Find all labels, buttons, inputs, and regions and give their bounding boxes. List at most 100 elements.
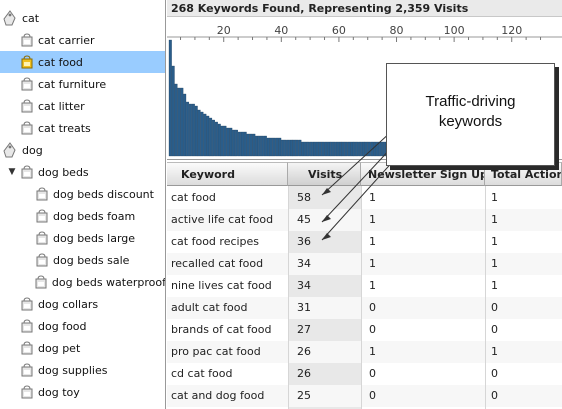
tree-item-dog-beds-sale[interactable]: dog beds sale: [0, 249, 165, 271]
chart-bar: [292, 139, 296, 157]
total-action-cell: 1: [491, 257, 498, 270]
keyword-cell: nine lives cat food: [171, 279, 272, 292]
tree-item-dog-supplies[interactable]: dog supplies: [0, 359, 165, 381]
chart-bar: [318, 141, 322, 157]
column-header-visits[interactable]: Visits: [288, 162, 361, 186]
keyword-cell: recalled cat food: [171, 257, 264, 270]
table-row[interactable]: pro pac cat food 26 1 1: [167, 341, 562, 363]
keyword-cell: cd cat food: [171, 367, 233, 380]
tag-icon: [3, 10, 17, 26]
tree-item-label: cat carrier: [38, 33, 95, 47]
chart-bar: [344, 141, 348, 157]
tree-item-cat-treats[interactable]: cat treats: [0, 117, 165, 139]
tree-item-dog-beds-discount[interactable]: dog beds discount: [0, 183, 165, 205]
keyword-cell: pro pac cat food: [171, 345, 261, 358]
keyword-cell: cat food recipes: [171, 235, 260, 248]
tree-item-dog-food[interactable]: dog food: [0, 315, 165, 337]
chart-bar: [347, 141, 351, 157]
table-row[interactable]: recalled cat food 34 1 1: [167, 253, 562, 275]
shopping-bag-icon: [21, 165, 33, 179]
visits-cell: 34: [297, 279, 311, 292]
chart-bar: [373, 141, 377, 157]
table-row[interactable]: nine lives cat food 34 1 1: [167, 275, 562, 297]
table-row[interactable]: cat and dog food 25 0 0: [167, 385, 562, 407]
chart-bar: [358, 141, 362, 157]
shopping-bag-icon: [21, 363, 33, 377]
tree-item-dog-beds-foam[interactable]: dog beds foam: [0, 205, 165, 227]
chart-bar: [252, 133, 256, 157]
chart-bar: [341, 141, 345, 157]
tree-item-label: dog supplies: [38, 363, 108, 377]
chart-bar: [212, 119, 215, 157]
total-action-cell: 0: [491, 389, 498, 402]
table-row[interactable]: adult cat food 31 0 0: [167, 297, 562, 319]
traffic-driving-callout: Traffic-driving keywords: [386, 63, 555, 166]
tree-item-label: cat food: [38, 55, 83, 69]
shopping-bag-selected-icon: [21, 55, 33, 69]
visits-cell: 36: [297, 235, 311, 248]
chart-bar: [275, 137, 279, 157]
chart-bar: [180, 87, 184, 157]
chart-bar: [197, 109, 201, 157]
chart-bar: [246, 133, 250, 157]
chart-bar: [226, 127, 230, 157]
tree-item-cat-carrier[interactable]: cat carrier: [0, 29, 165, 51]
chart-bar: [333, 141, 336, 157]
total-action-cell: 1: [491, 213, 498, 226]
keyword-summary: 268 Keywords Found, Representing 2,359 V…: [167, 0, 562, 17]
table-row[interactable]: cat food 58 1 1: [167, 187, 562, 209]
shopping-bag-icon: [21, 33, 33, 47]
tree-item-dog-beds-waterproof[interactable]: dog beds waterproof: [0, 271, 165, 293]
chart-bar: [286, 139, 290, 157]
tree-item-label: dog beds sale: [53, 253, 130, 267]
chart-bar: [194, 105, 198, 157]
tree-item-cat-litter[interactable]: cat litter: [0, 95, 165, 117]
total-action-cell: 0: [491, 323, 498, 336]
tree-item-cat-furniture[interactable]: cat furniture: [0, 73, 165, 95]
table-row[interactable]: cat food recipes 36 1 1: [167, 231, 562, 253]
column-divider: [361, 186, 362, 409]
table-row[interactable]: brands of cat food 27 0 0: [167, 319, 562, 341]
tree-item-label: dog beds: [38, 165, 89, 179]
chart-bar: [203, 113, 207, 157]
newsletter-cell: 0: [369, 323, 376, 336]
chart-bar: [298, 139, 302, 157]
chart-bar: [321, 141, 325, 157]
tree-item-cat-food[interactable]: cat food: [0, 51, 165, 73]
tree-item-dog-pet[interactable]: dog pet: [0, 337, 165, 359]
chart-bar: [220, 125, 224, 157]
keyword-table: Keyword Visits Newsletter Sign Up Total …: [167, 162, 562, 409]
tree-item-dog-beds-large[interactable]: dog beds large: [0, 227, 165, 249]
newsletter-cell: 1: [369, 257, 376, 270]
main-panel: 268 Keywords Found, Representing 2,359 V…: [167, 0, 562, 409]
chart-bar: [350, 141, 354, 157]
total-action-cell: 0: [491, 301, 498, 314]
tree-item-label: cat litter: [38, 99, 85, 113]
chart-bar: [168, 39, 172, 157]
expand-toggle-icon[interactable]: ▼: [8, 167, 16, 177]
table-row[interactable]: cd cat food 26 0 0: [167, 363, 562, 385]
chart-bar: [232, 129, 236, 157]
tree-item-dog[interactable]: dog: [0, 139, 165, 161]
chart-bar: [266, 137, 270, 157]
tree-item-dog-toy[interactable]: dog toy: [0, 381, 165, 403]
shopping-bag-icon: [21, 385, 33, 399]
chart-bar: [284, 139, 287, 157]
table-row[interactable]: active life cat food 45 1 1: [167, 209, 562, 231]
tree-item-cat[interactable]: cat: [0, 7, 165, 29]
tree-item-label: dog toy: [38, 385, 80, 399]
chart-bar: [261, 135, 264, 157]
tree-item-dog-beds[interactable]: ▼ dog beds: [0, 161, 165, 183]
chart-bar: [379, 141, 382, 157]
total-action-cell: 1: [491, 191, 498, 204]
chart-bar: [364, 141, 368, 157]
column-header-keyword[interactable]: Keyword: [167, 162, 288, 186]
shopping-bag-icon: [36, 187, 48, 201]
chart-bar: [171, 65, 175, 157]
chart-bar: [307, 141, 310, 157]
visits-cell: 26: [297, 367, 311, 380]
shopping-bag-icon: [21, 77, 33, 91]
tree-item-dog-collars[interactable]: dog collars: [0, 293, 165, 315]
chart-bar: [289, 139, 293, 157]
chart-bar: [263, 135, 267, 157]
